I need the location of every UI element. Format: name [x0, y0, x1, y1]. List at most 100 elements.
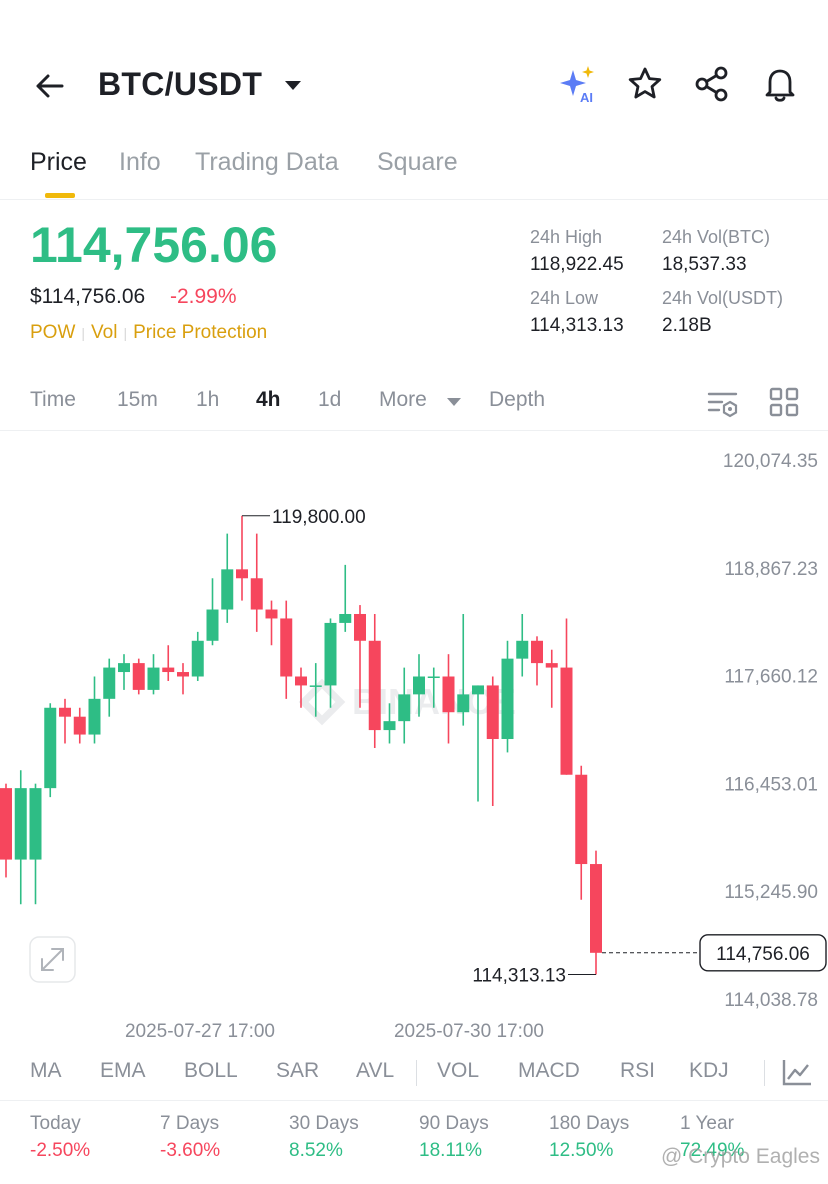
candle[interactable]	[590, 850, 602, 975]
candle[interactable]	[147, 654, 160, 695]
indicator-chart-icon[interactable]	[781, 1057, 813, 1087]
candle[interactable]	[354, 605, 366, 708]
indicator-boll[interactable]: BOLL	[184, 1059, 238, 1082]
tag-vol[interactable]: Vol	[91, 322, 118, 343]
back-arrow-icon[interactable]	[30, 66, 70, 106]
more-chevron-down-icon[interactable]	[445, 395, 463, 409]
tab-trading-data[interactable]: Trading Data	[195, 148, 339, 176]
candle[interactable]	[88, 676, 101, 744]
perf-today-value: -2.50%	[30, 1140, 91, 1161]
tf-1d[interactable]: 1d	[318, 388, 342, 411]
indicator-avl[interactable]: AVL	[356, 1059, 395, 1082]
tab-price[interactable]: Price	[30, 148, 87, 176]
candle[interactable]	[177, 663, 189, 695]
candle[interactable]	[339, 564, 352, 632]
indicator-divider	[416, 1060, 417, 1086]
candle-body	[309, 685, 322, 687]
indicator-sar[interactable]: SAR	[276, 1059, 320, 1082]
perf-90d-label: 90 Days	[419, 1113, 489, 1134]
bell-icon[interactable]	[760, 64, 800, 104]
tag-price-protection[interactable]: Price Protection	[133, 322, 268, 343]
tag-list: POW | Vol | Price Protection	[30, 322, 267, 344]
last-price-tag[interactable]: 114,756.06	[699, 934, 827, 972]
candle[interactable]	[59, 698, 71, 744]
candle-body	[442, 676, 455, 713]
candle-body	[295, 676, 307, 686]
candle[interactable]	[0, 783, 12, 878]
candle[interactable]	[103, 658, 116, 717]
candle[interactable]	[162, 645, 175, 681]
high-label: 24h High	[530, 227, 603, 247]
tf-more[interactable]: More	[379, 388, 427, 411]
candle[interactable]	[73, 707, 86, 744]
perf-90d-value: 18.11%	[419, 1140, 483, 1161]
candle[interactable]	[516, 613, 529, 677]
candle[interactable]	[486, 676, 499, 806]
high-value: 118,922.45	[530, 254, 624, 275]
candle-body	[44, 707, 57, 789]
candle[interactable]	[118, 654, 130, 690]
tf-1h[interactable]: 1h	[196, 388, 220, 411]
tf-time[interactable]: Time	[30, 388, 76, 411]
candle[interactable]	[295, 667, 307, 708]
candle[interactable]	[206, 578, 219, 646]
indicator-rsi[interactable]: RSI	[620, 1059, 656, 1082]
candle-body	[339, 613, 352, 623]
candle[interactable]	[236, 515, 248, 601]
candle-body	[590, 864, 602, 953]
candle[interactable]	[398, 667, 411, 744]
indicator-ma[interactable]: MA	[30, 1059, 62, 1082]
candle[interactable]	[457, 613, 470, 726]
indicator-divider-line	[0, 1100, 828, 1101]
candle[interactable]	[383, 703, 396, 744]
candle[interactable]	[265, 600, 278, 646]
star-icon[interactable]	[625, 64, 665, 104]
candle[interactable]	[531, 636, 543, 686]
candlestick-chart[interactable]: BINANCE 120,074.35118,867.23117,660.1211…	[0, 432, 828, 1052]
candle[interactable]	[413, 654, 425, 717]
candle-body	[191, 640, 204, 677]
indicator-vol[interactable]: VOL	[437, 1059, 480, 1082]
candle-body	[383, 721, 396, 731]
candle[interactable]	[250, 533, 263, 632]
chart-settings-icon[interactable]	[706, 387, 740, 419]
candle-body	[472, 685, 484, 695]
candle[interactable]	[309, 663, 322, 717]
candle[interactable]	[575, 765, 588, 900]
candle[interactable]	[280, 600, 293, 699]
indicator-ema[interactable]: EMA	[100, 1059, 146, 1082]
candle[interactable]	[368, 613, 381, 748]
candle-body	[177, 672, 189, 677]
tf-depth[interactable]: Depth	[489, 388, 546, 411]
candle[interactable]	[545, 649, 558, 708]
ai-sparkle-icon[interactable]: AI	[558, 64, 598, 104]
share-icon[interactable]	[692, 64, 732, 104]
expand-button[interactable]	[29, 936, 76, 983]
tab-square[interactable]: Square	[377, 148, 458, 176]
tag-pow[interactable]: POW	[30, 322, 76, 343]
tab-info[interactable]: Info	[119, 148, 161, 176]
candle[interactable]	[427, 667, 440, 708]
perf-180d-value: 12.50%	[549, 1140, 614, 1161]
candle[interactable]	[442, 654, 455, 744]
tf-15m[interactable]: 15m	[117, 388, 158, 411]
pair-title[interactable]: BTC/USDT	[98, 66, 263, 102]
candle[interactable]	[14, 770, 27, 905]
indicator-kdj[interactable]: KDJ	[689, 1059, 729, 1082]
indicator-macd[interactable]: MACD	[518, 1059, 580, 1082]
candle[interactable]	[44, 703, 57, 798]
candle-body	[73, 716, 86, 735]
candle[interactable]	[501, 640, 514, 753]
tf-4h[interactable]: 4h	[256, 388, 281, 411]
candle[interactable]	[472, 685, 484, 802]
candle[interactable]	[221, 533, 234, 623]
candle[interactable]	[560, 618, 573, 775]
candle[interactable]	[29, 783, 42, 905]
candle[interactable]	[191, 631, 204, 681]
candle[interactable]	[132, 658, 145, 695]
grid-layout-icon[interactable]	[768, 386, 800, 418]
candle-body	[221, 569, 234, 610]
candle[interactable]	[324, 618, 337, 708]
candle-body	[103, 667, 116, 699]
chevron-down-icon[interactable]	[282, 74, 304, 96]
